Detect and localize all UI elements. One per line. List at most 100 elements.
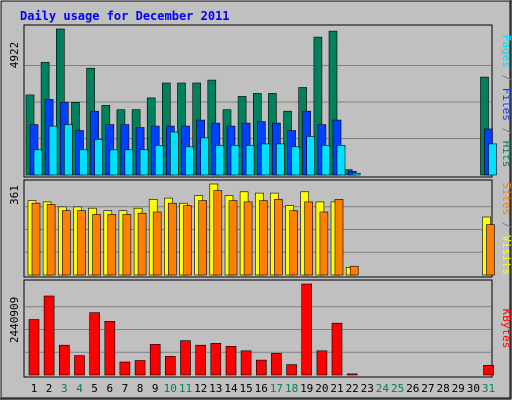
bar-sites-day-22 [349, 265, 359, 276]
bar-pages-day-20 [321, 145, 331, 176]
bar-kbytes-day-21 [331, 322, 343, 376]
day-label-20: 20 [315, 382, 328, 395]
bar-sites-day-8 [137, 212, 147, 276]
legend-sites: Sites [500, 182, 512, 215]
panel-hits-files-pages: 4922 Pages / Files / Hits [8, 24, 512, 178]
bar-kbytes-day-19 [301, 283, 313, 376]
legend-kbytes: KBytes [500, 309, 512, 349]
day-label-27: 27 [421, 382, 434, 395]
day-label-28: 28 [436, 382, 449, 395]
bar-kbytes-day-17 [271, 353, 282, 376]
bar-kbytes-day-2 [43, 295, 55, 376]
series-pages [33, 124, 497, 176]
bar-sites-day-1 [31, 202, 41, 276]
bar-kbytes-day-5 [89, 312, 100, 376]
bar-pages-day-6 [109, 149, 119, 176]
legend-visits: Visits [500, 235, 512, 275]
bar-pages-day-12 [200, 137, 209, 176]
day-label-14: 14 [224, 382, 238, 395]
legend-pages: Pages [500, 35, 512, 68]
bar-kbytes-day-9 [149, 344, 161, 376]
bar-kbytes-day-3 [58, 344, 70, 376]
bar-pages-day-13 [215, 145, 225, 176]
bar-pages-day-8 [139, 149, 149, 176]
bar-pages-day-15 [245, 145, 255, 176]
bar-sites-day-13 [213, 190, 223, 276]
bar-kbytes-day-4 [74, 355, 85, 376]
bar-sites-day-7 [122, 214, 132, 276]
panel-legend: Pages / Files / Hits [500, 35, 512, 168]
bar-pages-day-11 [185, 146, 194, 176]
bar-pages-day-5 [94, 139, 103, 176]
panel-legend: KBytes [500, 309, 512, 349]
day-label-29: 29 [452, 382, 465, 395]
day-label-13: 13 [209, 382, 222, 395]
bar-kbytes-day-20 [316, 350, 328, 376]
day-label-1: 1 [31, 382, 38, 395]
day-labels: 1 2 3 4 5 6 7 8 9 10 11 12 13 14 15 16 17 18 19 20 21 22 23 24 2… [31, 382, 495, 395]
series-sites [31, 190, 495, 276]
bar-sites-day-20 [319, 211, 329, 276]
bar-pages-day-21 [336, 145, 346, 176]
day-label-22: 22 [346, 382, 359, 395]
day-label-7: 7 [122, 382, 129, 395]
bar-pages-day-31 [488, 143, 497, 176]
bar-pages-day-19 [306, 136, 316, 176]
chart-title: Daily usage for December 2011 [20, 9, 230, 23]
panel-legend: Sites / Visits [500, 182, 512, 275]
bar-kbytes-day-14 [225, 345, 237, 376]
bar-kbytes-day-18 [286, 364, 297, 376]
bar-kbytes-day-8 [134, 360, 146, 376]
bar-sites-day-9 [152, 211, 162, 276]
bar-pages-day-3 [64, 124, 73, 176]
bar-pages-day-2 [48, 125, 58, 176]
bar-kbytes-day-16 [255, 359, 267, 376]
bar-pages-day-10 [170, 131, 179, 176]
legend-hits: Hits [500, 141, 512, 168]
bar-kbytes-day-15 [240, 350, 252, 376]
bar-sites-day-19 [304, 201, 314, 276]
bar-pages-day-14 [230, 145, 240, 176]
bar-sites-day-6 [107, 214, 117, 276]
bar-kbytes-day-31 [483, 364, 494, 376]
bar-sites-day-15 [243, 201, 253, 276]
legend--: / [500, 121, 512, 141]
bar-sites-day-3 [61, 210, 71, 276]
day-label-30: 30 [467, 382, 480, 395]
day-label-9: 9 [152, 382, 159, 395]
bar-pages-day-16 [260, 143, 270, 176]
bar-sites-day-11 [183, 205, 192, 276]
panel-max-label: 4922 [8, 42, 21, 69]
day-label-15: 15 [239, 382, 252, 395]
day-label-17: 17 [270, 382, 283, 395]
day-label-10: 10 [164, 382, 177, 395]
panel-max-label: 361 [8, 185, 21, 205]
bar-pages-day-22 [351, 172, 361, 176]
bar-sites-day-16 [258, 200, 268, 276]
panels-layer: 4922 Pages / Files / Hits 361 Sites / Visit… [8, 24, 512, 378]
day-label-11: 11 [179, 382, 192, 395]
day-label-25: 25 [391, 382, 404, 395]
day-label-18: 18 [285, 382, 298, 395]
bar-sites-day-17 [274, 199, 283, 276]
bar-pages-day-1 [33, 149, 43, 176]
day-label-21: 21 [330, 382, 343, 395]
bar-kbytes-day-13 [210, 342, 222, 376]
day-label-5: 5 [91, 382, 98, 395]
bar-sites-day-4 [77, 210, 86, 276]
legend--: / [500, 68, 512, 88]
bar-sites-day-2 [46, 204, 56, 276]
legend--: / [500, 215, 512, 235]
day-label-6: 6 [106, 382, 113, 395]
bar-sites-day-10 [168, 202, 177, 276]
legend-files: Files [500, 88, 512, 121]
bar-pages-day-9 [154, 145, 164, 176]
bar-sites-day-31 [486, 224, 495, 276]
bar-sites-day-12 [198, 200, 207, 276]
series-kbytes [28, 283, 494, 376]
day-label-8: 8 [137, 382, 144, 395]
panel-kbytes: 2440909 KBytes [8, 279, 512, 378]
panel-visits-sites: 361 Sites / Visits [8, 179, 512, 278]
